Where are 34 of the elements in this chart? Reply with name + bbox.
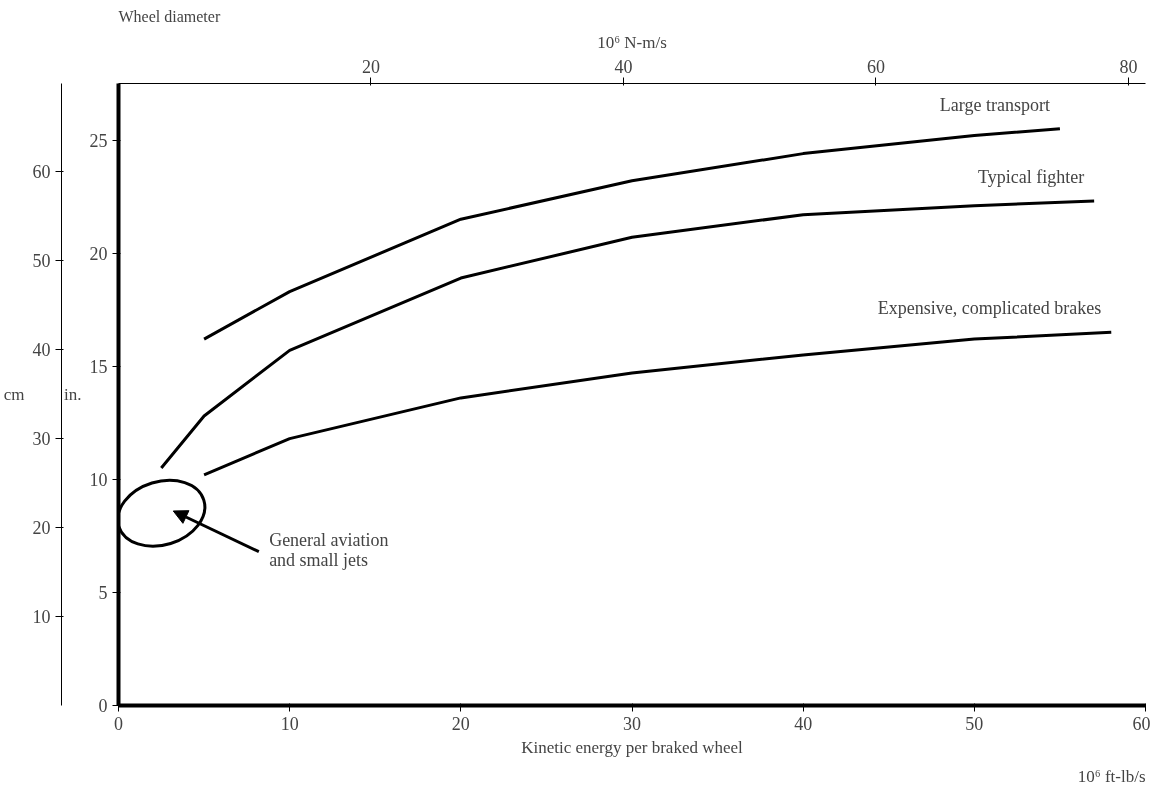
y2-axis-title: cm [3,385,25,404]
y-tick-label: 15 [89,356,108,377]
x-tick-label: 10 [280,713,299,734]
text: 10⁶ ft-lb/s [1077,766,1146,786]
x2-tick-label: 60 [866,56,885,77]
chart-title: Wheel diameter [118,7,221,25]
x-tick-label: 30 [623,713,641,734]
x2-tick-label: 80 [1119,56,1138,77]
x-tick-label: 50 [965,713,984,734]
annotation: General aviation and small jets [269,530,389,571]
x2-tick-label: 40 [614,56,633,77]
y2-tick-label: 60 [32,161,51,182]
y-tick-label: 25 [89,130,108,151]
x-tick-label: 20 [451,713,470,734]
y-tick-label: 0 [98,696,108,716]
x-tick-label: 40 [794,713,813,734]
x-tick-label: 60 [1132,713,1151,734]
y2-tick-label: 40 [32,339,51,360]
y2-tick-label: 50 [32,250,51,271]
series-label: Typical fighter [977,167,1085,188]
y-axis-title: in. [64,385,82,404]
x-axis-title: Kinetic energy per braked wheel [521,737,744,757]
x2-axis-title: 10⁶ N-m/s [597,32,667,52]
y-tick-label: 20 [89,243,108,264]
series-label: Expensive, complicated brakes [877,298,1102,319]
y-tick-label: 5 [98,582,108,603]
y-tick-label: 10 [89,469,108,490]
line-series [202,330,1113,477]
series-label: Large transport [939,94,1050,115]
y2-tick-label: 30 [32,428,51,449]
y2-tick-label: 10 [32,606,51,627]
x-tick-label: 0 [114,713,123,734]
x2-tick-label: 20 [361,56,380,77]
y2-tick-label: 20 [32,517,51,538]
